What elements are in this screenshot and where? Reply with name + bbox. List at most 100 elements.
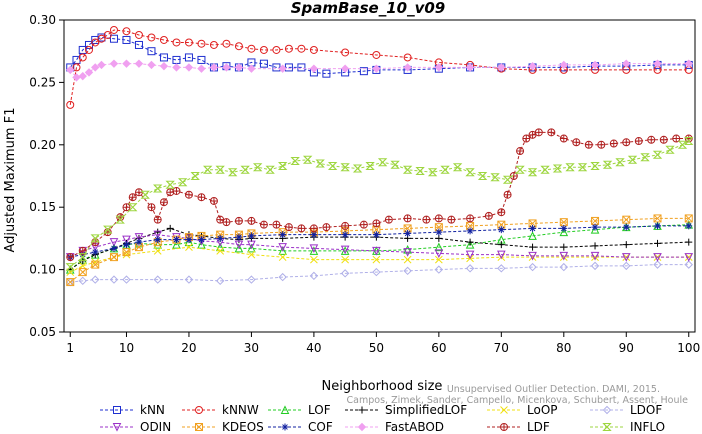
data-point-ldf [647, 135, 656, 144]
data-point-simplifiedlof [497, 241, 505, 249]
data-point-inflo [115, 215, 125, 224]
y-tick-label: 0.15 [29, 200, 56, 214]
legend-swatch-marker [500, 423, 508, 431]
data-point-knnw [197, 39, 206, 48]
data-point-loop [122, 250, 131, 259]
data-point-ldf [66, 253, 75, 262]
data-point-ldof [215, 276, 225, 286]
legend-swatch-marker [113, 406, 121, 414]
series-line-knnw [69, 29, 689, 105]
data-point-inflo [565, 163, 575, 172]
data-point-inflo [427, 168, 438, 177]
data-point-fastabod [403, 63, 412, 72]
series-line-cof [70, 225, 689, 258]
data-point-fastabod [590, 60, 600, 70]
y-tick-label: 0.25 [29, 75, 56, 89]
data-point-ldof [684, 260, 693, 269]
data-point-inflo [65, 263, 75, 272]
legend-swatch-marker [281, 423, 289, 431]
x-axis-label: Neighborhood size [322, 379, 443, 394]
data-point-fastabod [653, 59, 662, 68]
data-point-fastabod [184, 63, 194, 72]
data-point-odin [122, 235, 131, 245]
data-point-inflo [315, 159, 325, 168]
data-point-cof [135, 238, 143, 246]
series-line-ldof [70, 264, 689, 283]
data-point-simplifiedlof [622, 241, 630, 249]
data-point-ldf [322, 223, 331, 232]
series-line-ldf [70, 131, 689, 258]
data-point-kdeos [91, 260, 100, 269]
data-point-odin [309, 244, 319, 254]
data-point-odin [653, 253, 662, 262]
data-point-inflo [103, 225, 113, 234]
data-point-odin [134, 233, 144, 242]
data-point-knnw [66, 100, 75, 109]
data-point-fastabod [159, 61, 169, 71]
data-point-knnw [159, 35, 168, 44]
data-point-knn [359, 67, 368, 76]
data-point-inflo [490, 173, 500, 182]
data-point-inflo [302, 155, 313, 164]
data-point-inflo [140, 190, 150, 199]
data-point-ldof [247, 275, 256, 284]
data-point-ldof [559, 262, 569, 272]
data-point-knnw [103, 30, 112, 39]
data-point-loop [278, 253, 287, 261]
data-point-ldof [309, 271, 319, 281]
data-point-ldf [284, 223, 293, 232]
data-point-fastabod [278, 64, 287, 73]
series-inflo [65, 137, 694, 272]
data-point-inflo [527, 168, 538, 177]
data-point-ldf [128, 193, 137, 202]
data-point-knn [109, 34, 118, 43]
x-tick-label: 80 [556, 341, 571, 355]
data-point-cof [91, 248, 99, 256]
data-point-knnw [234, 42, 243, 51]
data-point-kdeos [684, 214, 693, 223]
data-point-odin [497, 250, 506, 260]
data-point-inflo [365, 162, 375, 171]
data-point-fastabod [247, 64, 256, 73]
data-point-cof [122, 241, 130, 249]
data-point-ldf [547, 128, 556, 137]
data-point-ldof [340, 269, 350, 278]
data-point-lof [340, 246, 350, 255]
x-tick-label: 10 [119, 341, 134, 355]
data-point-ldf [234, 216, 243, 225]
legend-label: LDF [527, 420, 550, 434]
data-point-knnw [122, 27, 131, 36]
data-point-inflo [415, 167, 425, 176]
x-tick-label: 60 [431, 341, 446, 355]
data-point-inflo [602, 160, 613, 169]
x-tick-label: 40 [306, 341, 321, 355]
legend-item-loop: LoOP [487, 403, 558, 417]
data-point-knnw [78, 53, 87, 62]
data-point-ldf [584, 140, 593, 149]
data-point-ldf [522, 134, 531, 143]
data-point-lof [434, 242, 444, 252]
data-point-fastabod [559, 60, 569, 70]
data-point-knn [297, 63, 306, 72]
data-point-kdeos [653, 214, 662, 223]
data-point-inflo [352, 164, 363, 173]
data-point-ldf [341, 221, 350, 230]
data-point-odin [590, 251, 600, 261]
data-point-knn [184, 53, 193, 62]
data-point-inflo [590, 162, 600, 171]
data-point-ldf [534, 128, 543, 137]
data-point-knnw [84, 45, 93, 54]
data-point-inflo [215, 165, 225, 174]
legend-item-knn: kNN [100, 403, 165, 417]
data-point-ldof [109, 275, 119, 284]
data-point-inflo [177, 178, 188, 187]
data-point-ldf [597, 140, 606, 149]
legend-swatch-marker [195, 423, 203, 431]
legend-swatch-marker [500, 406, 508, 414]
data-point-odin [247, 240, 256, 250]
data-point-inflo [577, 163, 588, 172]
data-point-kdeos [78, 268, 87, 277]
legend-item-inflo: INFLO [590, 420, 665, 434]
data-point-ldf [197, 193, 206, 202]
data-point-lof [278, 246, 287, 255]
